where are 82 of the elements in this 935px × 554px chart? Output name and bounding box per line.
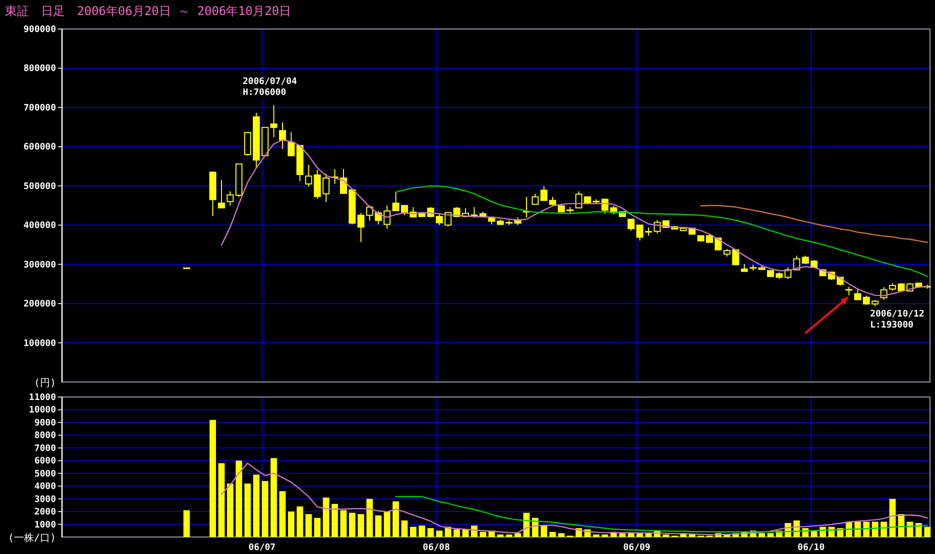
y-tick-label: 3000 (34, 494, 56, 505)
bar (349, 512, 356, 537)
bar (305, 514, 312, 537)
bar (758, 533, 766, 537)
x-tick-label: 06/09 (623, 543, 650, 553)
bar (863, 522, 870, 537)
bar (210, 420, 216, 537)
y-tick-label: 10000 (28, 406, 56, 416)
y-tick-label: 200000 (23, 300, 56, 310)
y-tick-label: 4000 (34, 482, 56, 492)
x-tick-label: 06/07 (248, 543, 276, 553)
bar (872, 522, 878, 537)
bar (593, 534, 600, 537)
bar (366, 498, 373, 537)
line-series (220, 462, 928, 536)
bar (558, 533, 565, 537)
bar (915, 523, 922, 537)
bar (540, 526, 548, 537)
bar (226, 484, 234, 537)
bar (506, 534, 512, 537)
bar (392, 501, 399, 537)
y-tick-label: 600000 (23, 142, 56, 153)
y-tick-label: 7000 (34, 444, 56, 454)
y-tick-label: 8000 (34, 431, 56, 442)
y-tick-label: 11000 (28, 393, 56, 403)
line-series (395, 185, 928, 278)
y-tick-label: 5000 (34, 469, 56, 480)
bar (688, 534, 696, 537)
line-series (395, 496, 928, 533)
bar (279, 491, 286, 537)
y-axis-title: (一株/口) (8, 532, 56, 544)
bar (662, 534, 670, 537)
bar (549, 532, 556, 537)
annotation: 2006/10/12 L:193000 (870, 309, 924, 330)
bar (454, 529, 460, 537)
bar (924, 526, 931, 537)
bar (322, 498, 330, 537)
y-tick-label: 700000 (23, 103, 56, 114)
bar (262, 481, 268, 537)
y-tick-label: 100000 (23, 338, 56, 349)
bar (358, 514, 364, 537)
y-axis-title: (円) (34, 378, 56, 389)
chart-title: 東証 日足 2006年06月20日 ～ 2006年10月20日 (5, 4, 292, 18)
bar (410, 526, 416, 537)
bar (340, 510, 347, 537)
line-series (700, 204, 928, 243)
y-tick-label: 900000 (23, 25, 56, 35)
y-tick-label: 2000 (34, 508, 56, 518)
bar (514, 533, 521, 537)
bar (880, 522, 888, 537)
bar (314, 518, 321, 537)
x-tick-label: 06/10 (798, 543, 825, 553)
bar (288, 512, 294, 537)
y-tick-label: 6000 (34, 456, 56, 467)
y-tick-label: 300000 (23, 260, 56, 270)
bar (401, 520, 408, 537)
bar (296, 506, 304, 537)
bar (375, 515, 382, 537)
y-tick-label: 1000 (34, 520, 56, 530)
bar (253, 474, 260, 537)
bar (244, 484, 251, 537)
bar (218, 463, 225, 537)
bar (183, 510, 190, 537)
y-tick-label: 500000 (23, 182, 56, 192)
y-tick-label: 9000 (34, 418, 56, 428)
annotation: 2006/07/04 H:706000 (242, 77, 298, 98)
bar (497, 534, 504, 537)
bar (236, 460, 242, 537)
y-tick-label: 800000 (23, 64, 56, 74)
bar (384, 512, 390, 537)
bar (854, 522, 861, 537)
bar (436, 530, 443, 537)
bar (767, 533, 774, 537)
bar (480, 532, 486, 537)
bar (898, 514, 904, 537)
bar (602, 534, 608, 537)
y-tick-label: 400000 (23, 221, 56, 232)
bar (332, 504, 338, 537)
bar (270, 458, 277, 537)
bar (418, 526, 426, 537)
x-tick-label: 06/08 (422, 543, 450, 553)
bar (427, 528, 434, 537)
